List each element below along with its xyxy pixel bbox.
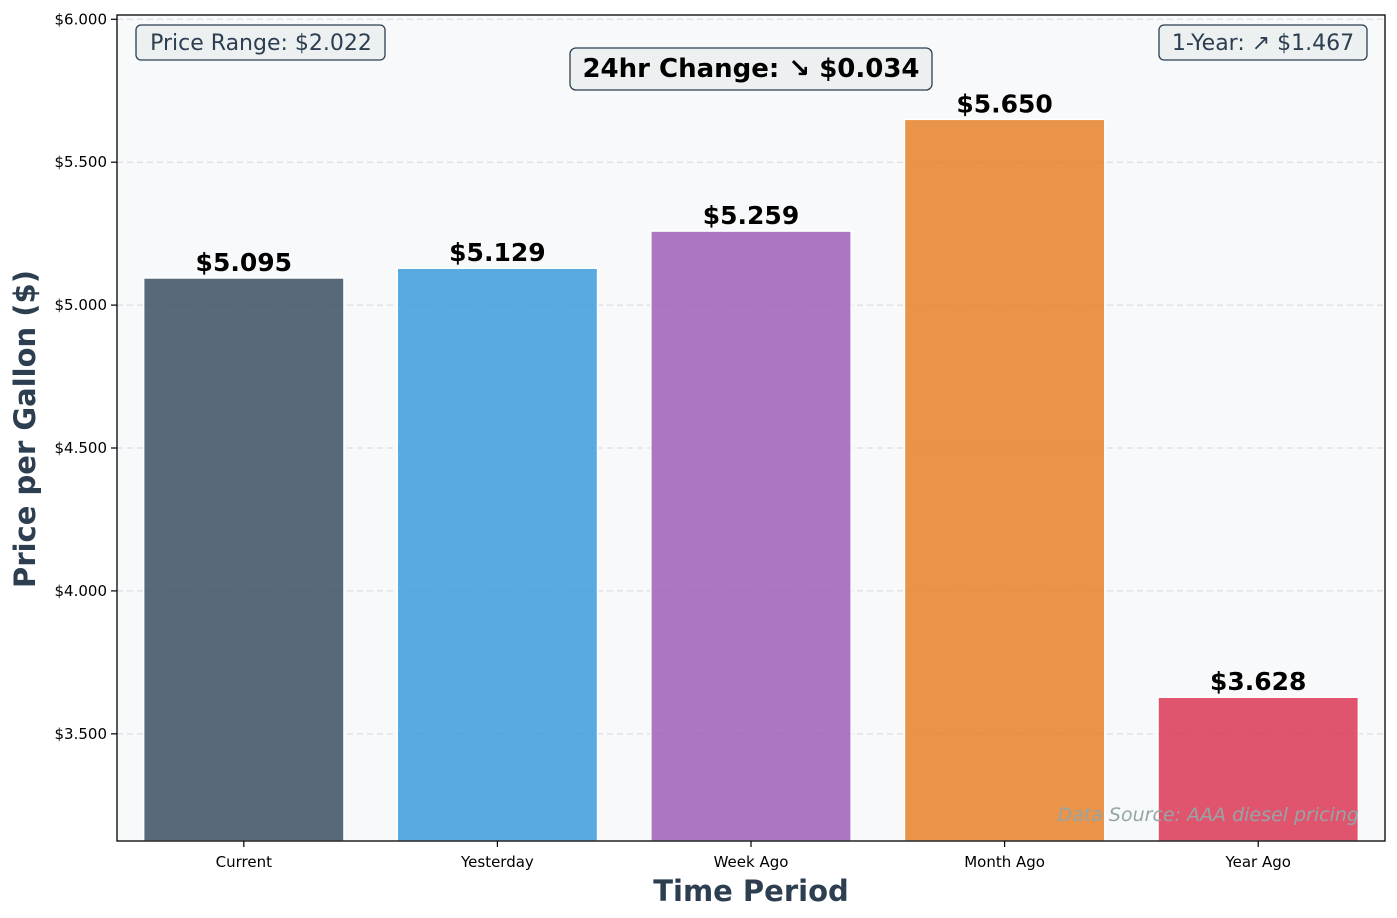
bar-year-ago (1157, 696, 1360, 842)
bar-value-label: $5.095 (196, 248, 292, 277)
x-axis-title: Time Period (653, 874, 849, 908)
price-range-text: Price Range: $2.022 (150, 31, 372, 56)
bar-value-label: $5.259 (703, 201, 799, 230)
change-24hr-text: 24hr Change: ↘ $0.034 (582, 54, 919, 84)
bar-yesterday (396, 267, 599, 842)
x-tick-label: Yesterday (460, 853, 534, 871)
bar-current (142, 277, 345, 842)
x-axis-ticks: Current Yesterday Week Ago Month Ago Year Ag… (216, 841, 1291, 871)
y-tick-label: $5.500 (55, 153, 108, 171)
bar-value-label: $3.628 (1210, 667, 1306, 696)
bar-week-ago (650, 230, 852, 842)
data-source-text: Data Source: AAA diesel pricing (1058, 804, 1359, 826)
y-tick-label: $4.000 (55, 582, 108, 600)
bar-value-label: $5.129 (449, 238, 545, 267)
y-tick-label: $6.000 (55, 10, 108, 28)
price-range-box: Price Range: $2.022 (135, 24, 386, 61)
y-tick-label: $5.000 (55, 296, 108, 314)
y-axis-ticks: $3.500 $4.000 $4.500 $5.000 $5.500 $6.000 (55, 10, 117, 743)
x-tick-label: Month Ago (964, 853, 1045, 871)
one-year-box: 1-Year: ↗ $1.467 (1158, 24, 1368, 61)
bar-month-ago (903, 118, 1106, 842)
change-24hr-box: 24hr Change: ↘ $0.034 (569, 47, 933, 91)
bar-value-labels: $5.095 $5.129 $5.259 $5.650 $3.628 (196, 89, 1307, 696)
bars (142, 118, 1360, 842)
x-tick-label: Week Ago (714, 853, 789, 871)
x-tick-label: Year Ago (1224, 853, 1291, 871)
y-tick-label: $4.500 (55, 439, 108, 457)
bar-value-label: $5.650 (956, 89, 1052, 118)
y-axis-title: Price per Gallon ($) (8, 270, 42, 588)
y-tick-label: $3.500 (55, 725, 108, 743)
x-tick-label: Current (216, 853, 272, 871)
one-year-text: 1-Year: ↗ $1.467 (1172, 31, 1354, 56)
